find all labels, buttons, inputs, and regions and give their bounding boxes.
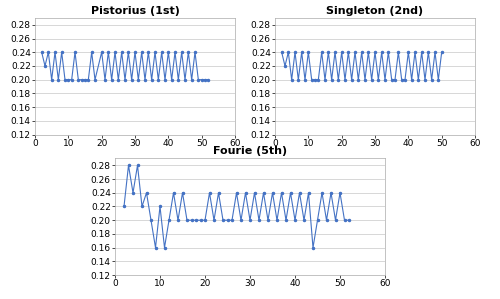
Title: Pistorius (1st): Pistorius (1st) — [90, 6, 180, 16]
Title: Singleton (2nd): Singleton (2nd) — [326, 6, 424, 16]
Title: Fourie (5th): Fourie (5th) — [213, 146, 287, 156]
